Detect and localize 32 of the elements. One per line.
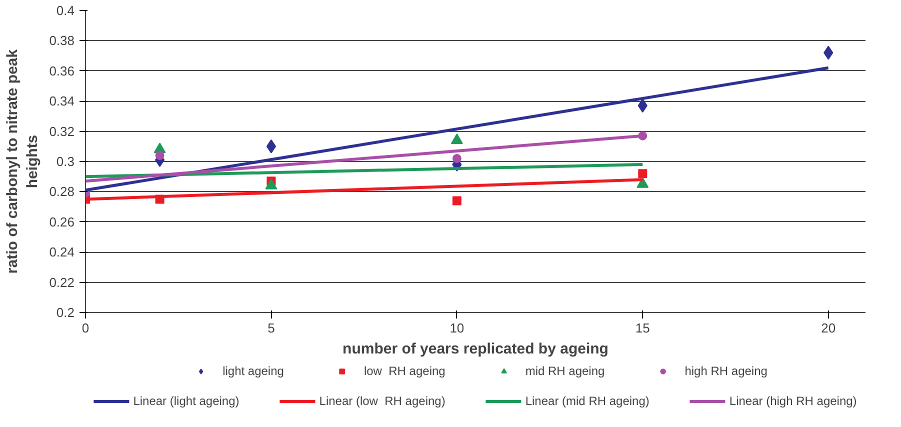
legend-label: Linear (high RH ageing) xyxy=(729,394,857,408)
y-tick-label: 0.28 xyxy=(49,184,75,200)
point xyxy=(452,196,462,206)
point xyxy=(450,134,463,144)
y-tick-label: 0.2 xyxy=(56,305,75,320)
y-tick-label: 0.3 xyxy=(56,154,75,169)
x-tick-label: 10 xyxy=(450,320,464,336)
y-tick-label: 0.38 xyxy=(49,33,75,48)
y-tick-label: 0.36 xyxy=(49,63,75,78)
legend-label: Linear (mid RH ageing) xyxy=(525,394,650,408)
legend-label: high RH ageing xyxy=(684,364,768,378)
legend-label: Linear (low RH ageing) xyxy=(319,394,446,408)
point xyxy=(638,169,648,178)
x-tick-label: 5 xyxy=(268,320,275,336)
point xyxy=(452,154,462,163)
y-tick-label: 0.26 xyxy=(49,214,75,230)
point xyxy=(266,139,276,154)
x-axis-title: number of years replicated by ageing xyxy=(342,340,608,358)
legend-label: light ageing xyxy=(222,364,284,378)
y-tick-label: 0.34 xyxy=(49,94,75,109)
x-tick-label: 0 xyxy=(82,320,90,336)
y-axis-title: ratio of carbonyl to nitrate peak heights xyxy=(4,48,42,274)
y-tick-label: 0.4 xyxy=(56,3,75,18)
legend-label: Linear (light ageing) xyxy=(133,394,240,408)
x-tick-label: 20 xyxy=(821,320,836,336)
legend-label: mid RH ageing xyxy=(525,364,605,378)
y-tick-label: 0.32 xyxy=(49,124,75,139)
legend-label: low RH ageing xyxy=(364,364,446,378)
y-tick-label: 0.24 xyxy=(49,244,75,260)
y-tick-label: 0.22 xyxy=(49,274,75,290)
x-tick-label: 15 xyxy=(635,320,650,336)
point xyxy=(155,150,164,160)
